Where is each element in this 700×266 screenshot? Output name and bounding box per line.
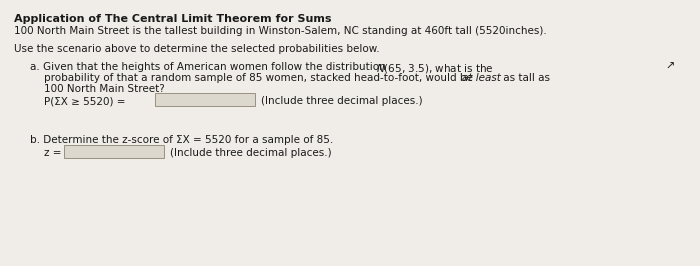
Text: at least: at least [462, 73, 501, 83]
Text: (Include three decimal places.): (Include three decimal places.) [261, 96, 423, 106]
Text: a. Given that the heights of American women follow the distribution: a. Given that the heights of American wo… [30, 62, 389, 72]
Text: $\it{N}$(65, 3.5), what is the: $\it{N}$(65, 3.5), what is the [376, 62, 494, 75]
Text: probability of that a random sample of 85 women, stacked head-to-foot, would be: probability of that a random sample of 8… [44, 73, 476, 83]
Text: z =: z = [44, 148, 62, 158]
Text: Use the scenario above to determine the selected probabilities below.: Use the scenario above to determine the … [14, 44, 379, 54]
Text: (Include three decimal places.): (Include three decimal places.) [170, 148, 332, 158]
Text: b. Determine the z-score of ΣX = 5520 for a sample of 85.: b. Determine the z-score of ΣX = 5520 fo… [30, 135, 333, 145]
Text: ↗: ↗ [665, 62, 675, 72]
Text: P(ΣX ≥ 5520) =: P(ΣX ≥ 5520) = [44, 96, 125, 106]
Text: 100 North Main Street is the tallest building in Winston-Salem, NC standing at 4: 100 North Main Street is the tallest bui… [14, 26, 547, 36]
FancyBboxPatch shape [155, 93, 255, 106]
Text: as tall as: as tall as [500, 73, 550, 83]
Text: Application of The Central Limit Theorem for Sums: Application of The Central Limit Theorem… [14, 14, 332, 24]
Text: 100 North Main Street?: 100 North Main Street? [44, 84, 164, 94]
FancyBboxPatch shape [64, 145, 164, 158]
